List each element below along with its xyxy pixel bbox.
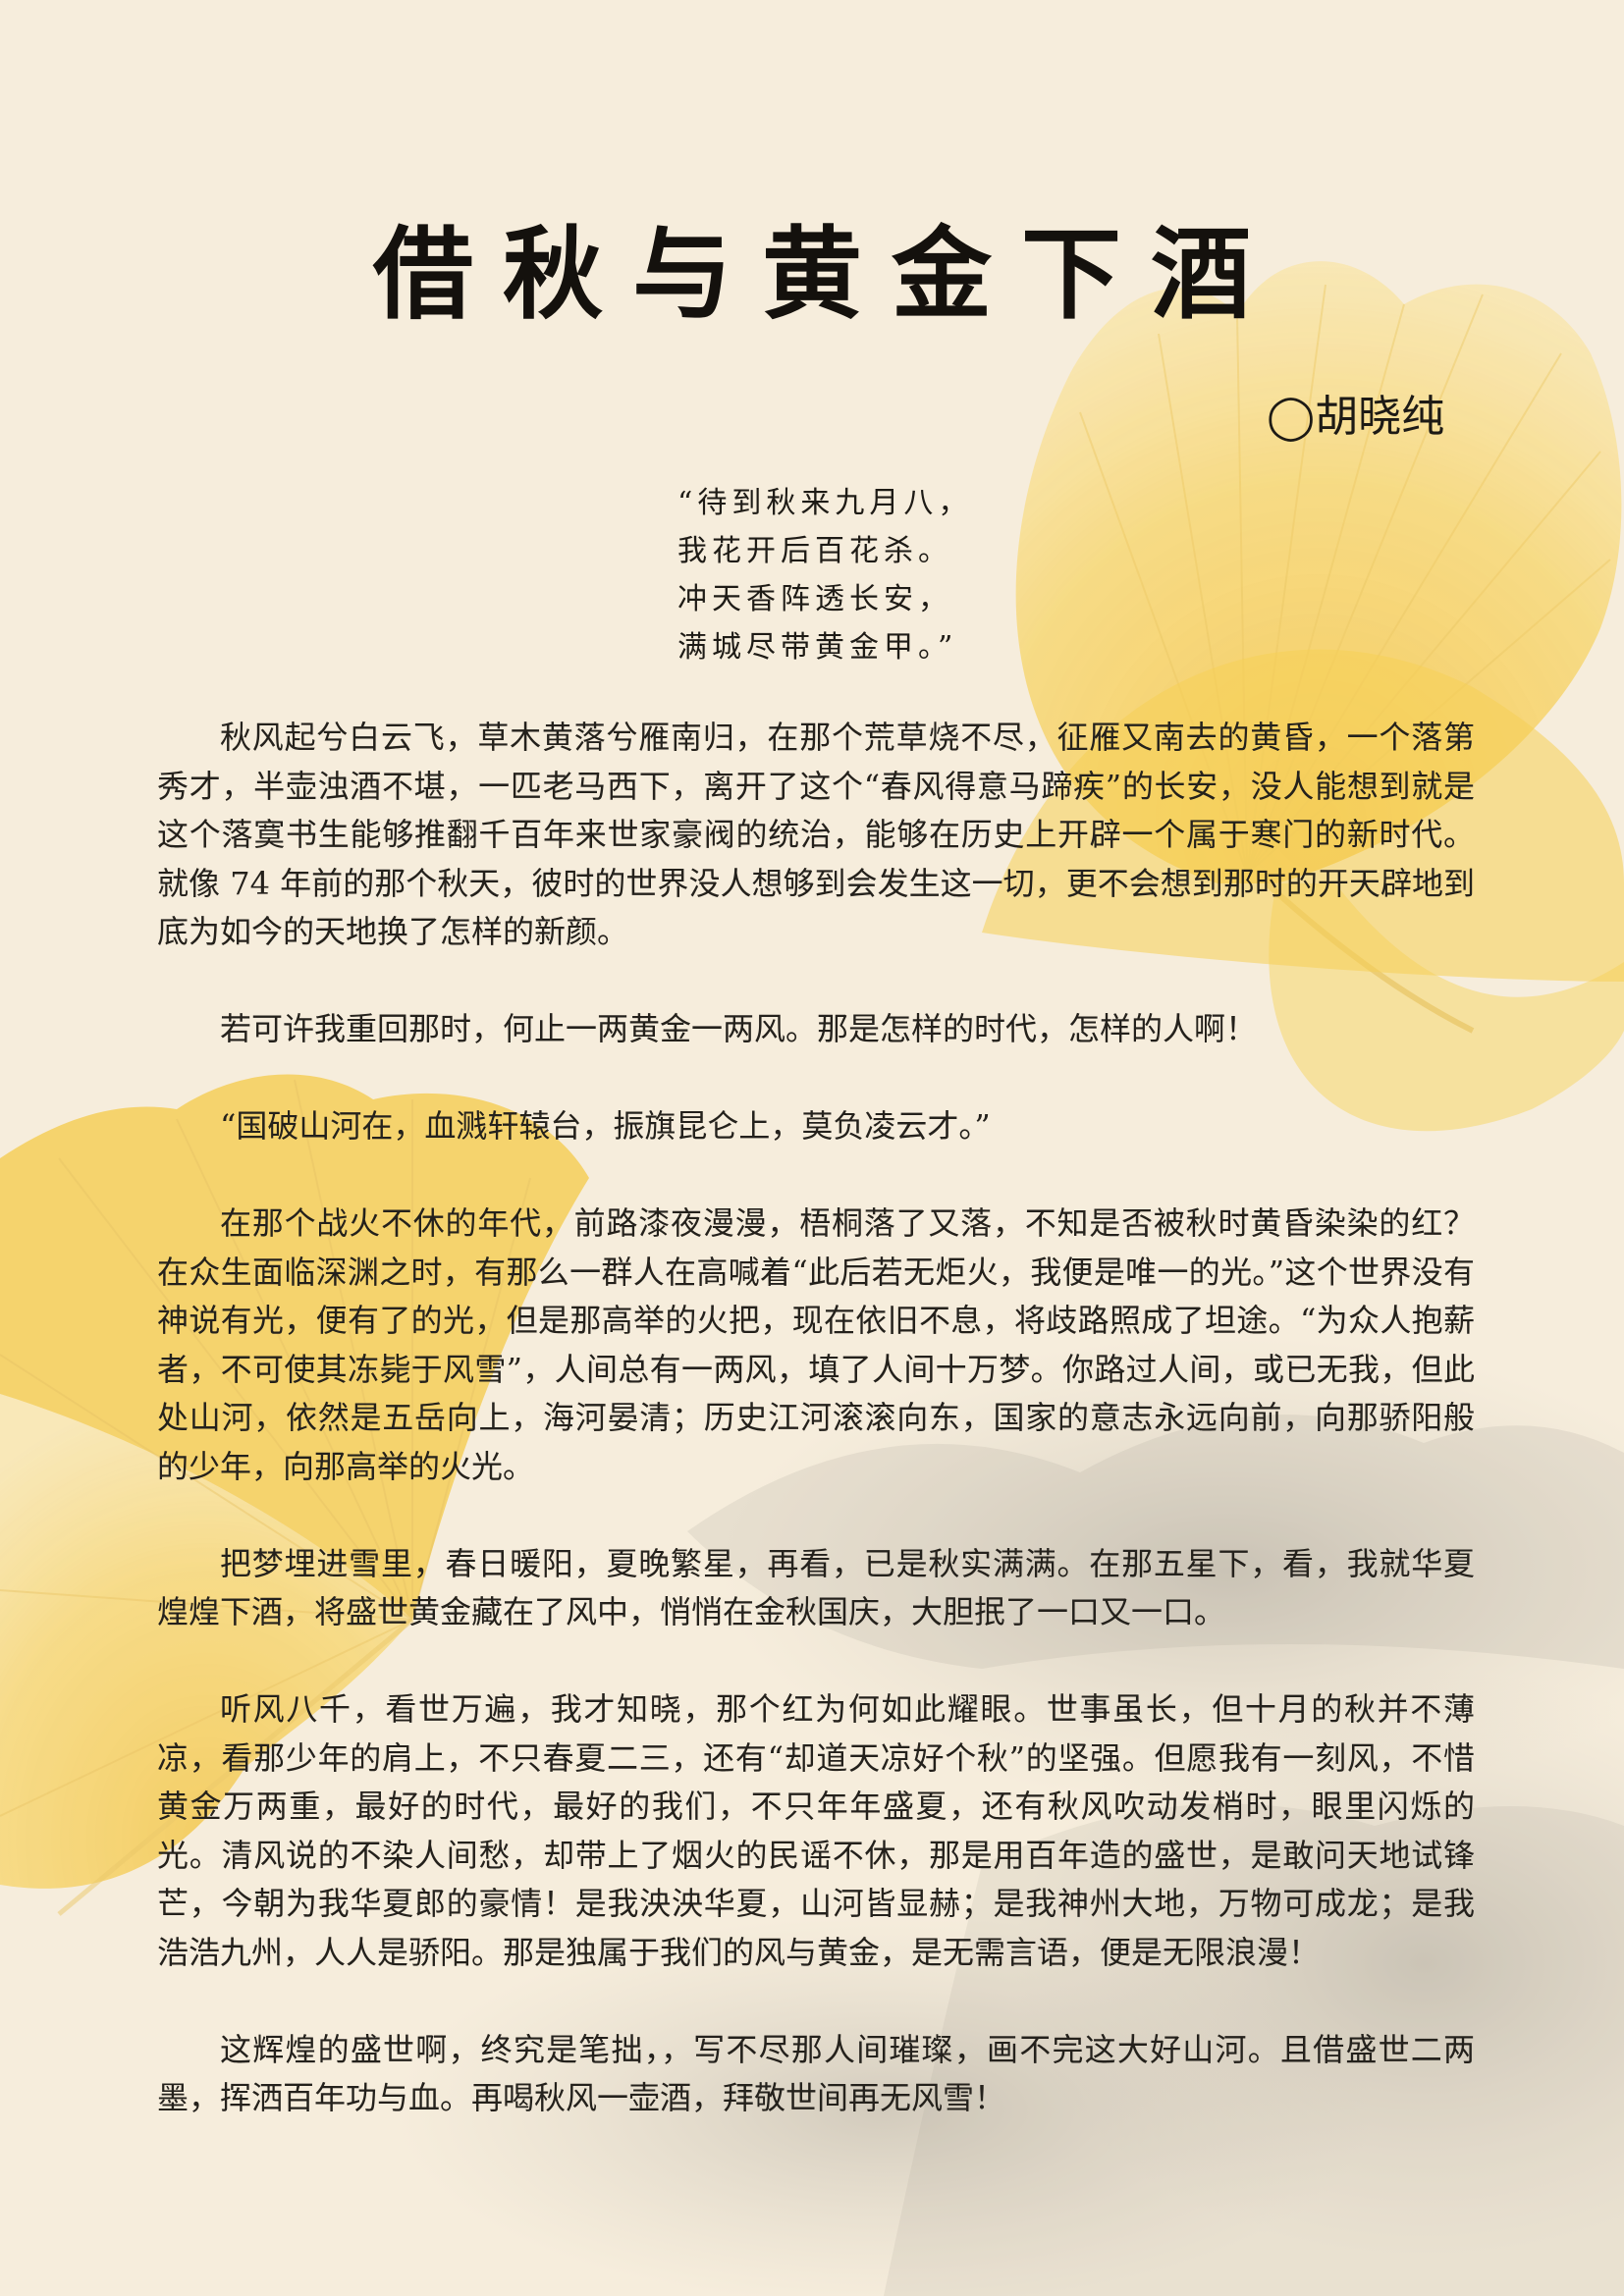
ink-mountain-wash bbox=[393, 1335, 1624, 2296]
poem-line: 满城尽带黄金甲。” bbox=[677, 630, 958, 665]
paragraph: 在那个战火不休的年代，前路漆夜漫漫，梧桐落了又落，不知是否被秋时黄昏染染的红？在… bbox=[157, 1204, 1475, 1485]
article-body: 秋风起兮白云飞，草木黄落兮雁南归，在那个荒草烧不尽，征雁又南去的黄昏，一个落第秀… bbox=[157, 714, 1475, 2123]
poem-line: 冲天香阵透长安， bbox=[677, 582, 952, 616]
author-name: ◯胡晓纯 bbox=[1267, 392, 1445, 442]
poem-line: 我花开后百花杀。 bbox=[677, 534, 952, 568]
epigraph-poem: “待到秋来九月八， 我花开后百花杀。 冲天香阵透长安， 满城尽带黄金甲。” bbox=[677, 479, 1168, 671]
paragraph: 秋风起兮白云飞，草木黄落兮雁南归，在那个荒草烧不尽，征雁又南去的黄昏，一个落第秀… bbox=[157, 719, 1475, 950]
ginkgo-leaf-left bbox=[0, 1074, 589, 1916]
ginkgo-leaf-middle-right bbox=[982, 649, 1624, 982]
article-title: 借秋与黄金下酒 bbox=[373, 216, 1280, 334]
poem-line: “待到秋来九月八， bbox=[677, 486, 973, 520]
paragraph: 听风八千，看世万遍，我才知晓，那个红为何如此耀眼。世事虽长，但十月的秋并不薄凉，… bbox=[157, 1690, 1475, 1971]
paragraph: 把梦埋进雪里，春日暖阳，夏晚繁星，再看，已是秋实满满。在那五星下，看，我就华夏煌… bbox=[157, 1544, 1475, 1631]
paragraph: “国破山河在，血溅轩辕台，振旗昆仑上，莫负凌云才。” bbox=[220, 1107, 991, 1145]
paragraph: 若可许我重回那时，何止一两黄金一两风。那是怎样的时代，怎样的人啊！ bbox=[220, 1010, 1258, 1047]
paragraph: 这辉煌的盛世啊，终究是笔拙，，写不尽那人间璀璨，画不完这大好山河。且借盛世二两墨… bbox=[157, 2030, 1475, 2117]
